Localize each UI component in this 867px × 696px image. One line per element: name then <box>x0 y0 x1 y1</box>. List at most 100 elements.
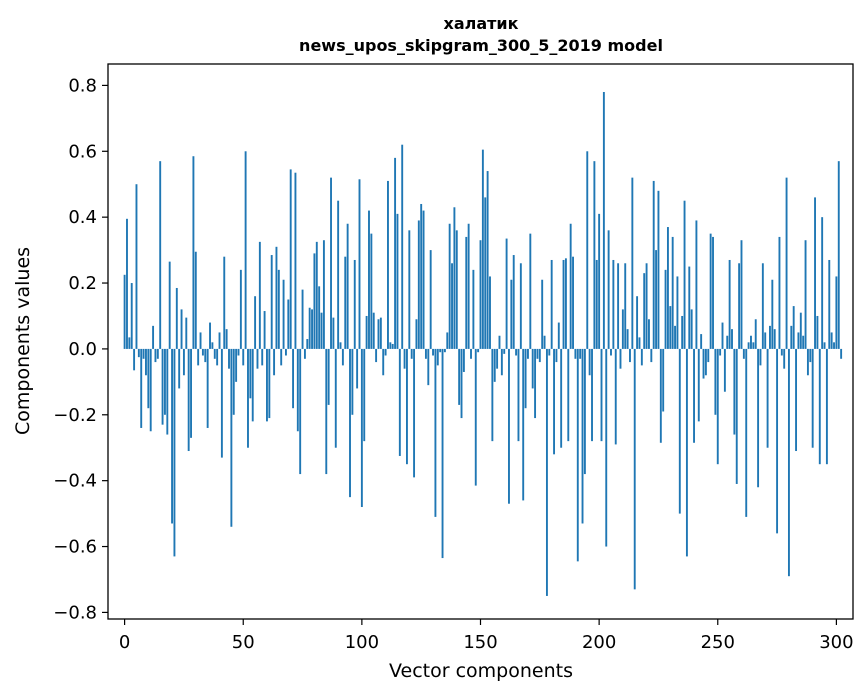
bar-276 <box>778 236 781 349</box>
bar-252 <box>721 322 724 349</box>
bar-19 <box>168 261 171 349</box>
bar-85 <box>325 348 328 475</box>
bar-24 <box>180 309 183 349</box>
bar-277 <box>780 348 783 356</box>
bar-42 <box>223 256 226 349</box>
bar-290 <box>811 348 814 448</box>
bar-6 <box>137 348 140 358</box>
bar-270 <box>764 332 767 349</box>
bar-279 <box>785 177 788 349</box>
bar-289 <box>809 348 812 363</box>
bar-48 <box>237 348 240 356</box>
bar-114 <box>394 157 397 349</box>
x-tick-label: 250 <box>701 632 735 653</box>
bar-156 <box>493 348 496 382</box>
bar-104 <box>370 233 373 349</box>
bar-155 <box>491 348 494 442</box>
bar-230 <box>669 306 672 349</box>
bar-86 <box>327 348 330 405</box>
bar-183 <box>557 322 560 349</box>
bar-179 <box>548 348 551 356</box>
bar-2 <box>128 337 131 349</box>
bar-119 <box>406 348 408 465</box>
bar-221 <box>648 319 650 349</box>
bar-67 <box>282 279 285 349</box>
bar-292 <box>816 315 819 349</box>
bar-267 <box>757 348 760 488</box>
bar-1 <box>126 218 128 349</box>
bar-122 <box>413 348 416 478</box>
bar-295 <box>823 342 826 349</box>
y-tick-label: −0.2 <box>53 405 97 426</box>
bar-140 <box>455 230 458 349</box>
bar-223 <box>652 180 655 349</box>
bar-239 <box>690 309 693 349</box>
bar-240 <box>693 348 695 443</box>
bar-177 <box>543 335 546 349</box>
bar-91 <box>339 342 342 349</box>
bar-113 <box>391 343 394 349</box>
y-tick-label: −0.4 <box>53 471 97 492</box>
bar-53 <box>249 348 252 399</box>
bar-161 <box>505 238 508 349</box>
bar-144 <box>465 236 468 349</box>
bar-45 <box>230 348 233 527</box>
bar-241 <box>695 220 698 349</box>
bar-211 <box>624 263 627 349</box>
bar-62 <box>270 255 273 349</box>
bar-102 <box>365 315 368 349</box>
bar-57 <box>258 241 261 349</box>
bar-176 <box>541 279 544 349</box>
bar-168 <box>522 348 525 501</box>
bar-247 <box>709 233 712 349</box>
bar-282 <box>792 306 795 349</box>
bar-203 <box>605 348 608 547</box>
bar-88 <box>332 317 335 349</box>
bar-139 <box>453 207 456 349</box>
bar-64 <box>275 246 278 349</box>
bar-143 <box>462 348 465 372</box>
bar-29 <box>192 156 195 349</box>
bar-35 <box>206 348 209 428</box>
bar-13 <box>154 348 157 363</box>
bar-249 <box>714 348 717 415</box>
bar-266 <box>754 319 757 349</box>
y-axis-label: Components values <box>12 247 34 435</box>
bar-63 <box>273 348 276 376</box>
bar-284 <box>797 332 800 349</box>
bar-192 <box>579 348 582 359</box>
bar-297 <box>828 259 831 349</box>
y-tick-label: −0.8 <box>53 602 97 623</box>
bar-234 <box>678 348 681 514</box>
bar-164 <box>512 255 515 349</box>
bar-131 <box>434 348 437 517</box>
bar-117 <box>401 144 404 349</box>
bar-10 <box>147 348 150 409</box>
bar-160 <box>503 348 506 354</box>
bar-129 <box>429 250 432 349</box>
bar-300 <box>835 276 838 349</box>
bar-167 <box>519 263 522 349</box>
x-axis-label: Vector components <box>389 660 573 682</box>
bar-299 <box>833 342 835 349</box>
bar-213 <box>629 348 631 363</box>
bar-36 <box>209 322 211 349</box>
bar-41 <box>220 348 223 458</box>
bar-222 <box>650 348 653 363</box>
y-tick-label: −0.6 <box>53 537 97 558</box>
bar-103 <box>368 210 370 349</box>
bar-206 <box>612 259 615 349</box>
bar-22 <box>175 287 178 349</box>
bar-296 <box>825 348 828 465</box>
bar-12 <box>152 325 155 349</box>
bar-60 <box>266 348 268 422</box>
bar-51 <box>244 151 247 349</box>
bar-237 <box>685 348 688 557</box>
bar-21 <box>173 348 176 557</box>
bar-28 <box>190 348 192 438</box>
bar-56 <box>256 348 259 369</box>
x-tick-label: 300 <box>819 632 853 653</box>
bar-265 <box>752 342 755 349</box>
bar-293 <box>818 348 821 465</box>
bar-78 <box>308 307 311 349</box>
